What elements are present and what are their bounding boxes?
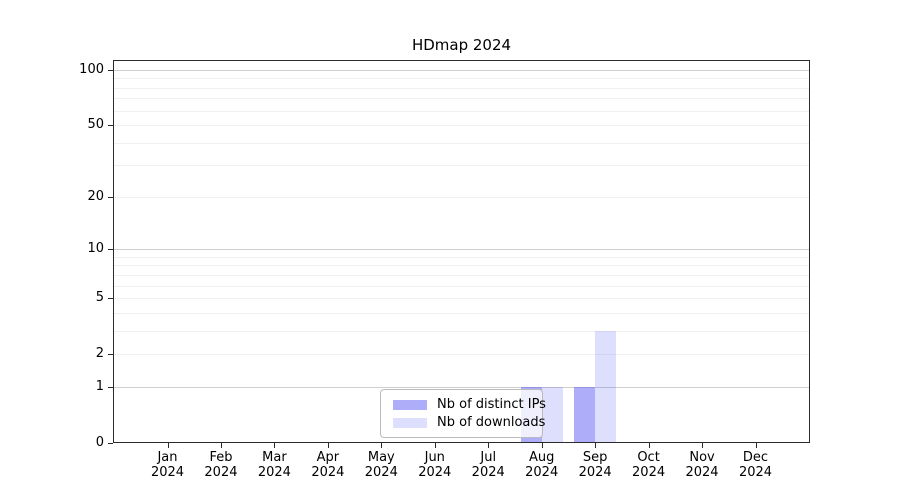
- legend-item-distinct-ips: Nb of distinct IPs: [393, 396, 546, 414]
- legend-label-downloads: Nb of downloads: [437, 415, 546, 430]
- gridline-2: [113, 354, 810, 356]
- y-tick-mark: [108, 196, 113, 198]
- y-tick-label: 2: [95, 346, 104, 362]
- x-tick-mark: [327, 443, 329, 448]
- gridline-10: [113, 249, 810, 251]
- minor-gridline: [113, 274, 810, 276]
- y-tick-label: 20: [87, 188, 104, 204]
- x-tick-mark: [167, 443, 169, 448]
- x-tick-label: Jan 2024: [150, 450, 185, 480]
- minor-gridline: [113, 330, 810, 332]
- y-tick-mark: [108, 249, 113, 251]
- legend-label-distinct-ips: Nb of distinct IPs: [437, 397, 546, 412]
- x-tick-mark: [381, 443, 383, 448]
- minor-gridline: [113, 165, 810, 167]
- gridline-100: [113, 70, 810, 71]
- x-tick-mark: [434, 443, 436, 448]
- minor-gridline: [113, 142, 810, 144]
- y-tick-label: 0: [95, 435, 104, 450]
- minor-gridline: [113, 98, 810, 100]
- minor-gridline: [113, 256, 810, 258]
- minor-gridline: [113, 87, 810, 89]
- y-tick-label: 10: [87, 241, 104, 257]
- legend-swatch-downloads: [393, 418, 427, 428]
- y-tick-mark: [108, 125, 113, 127]
- y-tick-mark: [108, 298, 113, 300]
- x-tick-label: Nov 2024: [685, 450, 719, 480]
- y-tick-label: 5: [95, 290, 104, 306]
- plot-area: Nb of distinct IPs Nb of downloads: [113, 60, 810, 443]
- x-tick-label: Oct 2024: [632, 450, 666, 480]
- legend-item-downloads: Nb of downloads: [393, 414, 546, 432]
- legend-swatch-distinct-ips: [393, 400, 427, 410]
- chart-title: HDmap 2024: [411, 36, 512, 54]
- minor-gridline: [113, 265, 810, 267]
- minor-gridline: [113, 78, 810, 80]
- x-tick-mark: [755, 443, 757, 448]
- y-tick-label: 100: [79, 62, 104, 77]
- x-tick-mark: [488, 443, 490, 448]
- gridline-5: [113, 298, 810, 300]
- y-tick-mark: [108, 70, 113, 71]
- bar-sep-downloads: [595, 330, 617, 443]
- bar-aug-downloads: [541, 386, 563, 443]
- x-tick-label: May 2024: [364, 450, 398, 480]
- x-tick-label: Mar 2024: [257, 450, 291, 480]
- bar-sep-distinct-ips: [574, 386, 596, 443]
- gridline-50: [113, 125, 810, 127]
- x-tick-mark: [220, 443, 222, 448]
- y-tick-label: 50: [87, 117, 104, 133]
- minor-gridline: [113, 285, 810, 287]
- gridline-20: [113, 196, 810, 198]
- y-tick-label: 1: [95, 378, 104, 394]
- y-tick-mark: [108, 354, 113, 356]
- minor-gridline: [113, 110, 810, 112]
- x-tick-label: Dec 2024: [738, 450, 773, 480]
- y-tick-mark: [108, 443, 113, 444]
- x-tick-label: Jun 2024: [418, 450, 452, 480]
- x-tick-label: Apr 2024: [311, 450, 345, 480]
- x-tick-mark: [595, 443, 597, 448]
- x-tick-label: Feb 2024: [204, 450, 238, 480]
- x-tick-mark: [541, 443, 543, 448]
- gridline-1: [113, 386, 810, 388]
- x-tick-label: Jul 2024: [471, 450, 505, 480]
- x-tick-mark: [274, 443, 276, 448]
- legend: Nb of distinct IPs Nb of downloads: [380, 389, 546, 438]
- minor-gridline: [113, 312, 810, 314]
- y-tick-mark: [108, 386, 113, 388]
- x-tick-label: Aug 2024: [525, 450, 559, 480]
- x-tick-label: Sep 2024: [578, 450, 612, 480]
- x-tick-mark: [702, 443, 704, 448]
- x-tick-mark: [648, 443, 650, 448]
